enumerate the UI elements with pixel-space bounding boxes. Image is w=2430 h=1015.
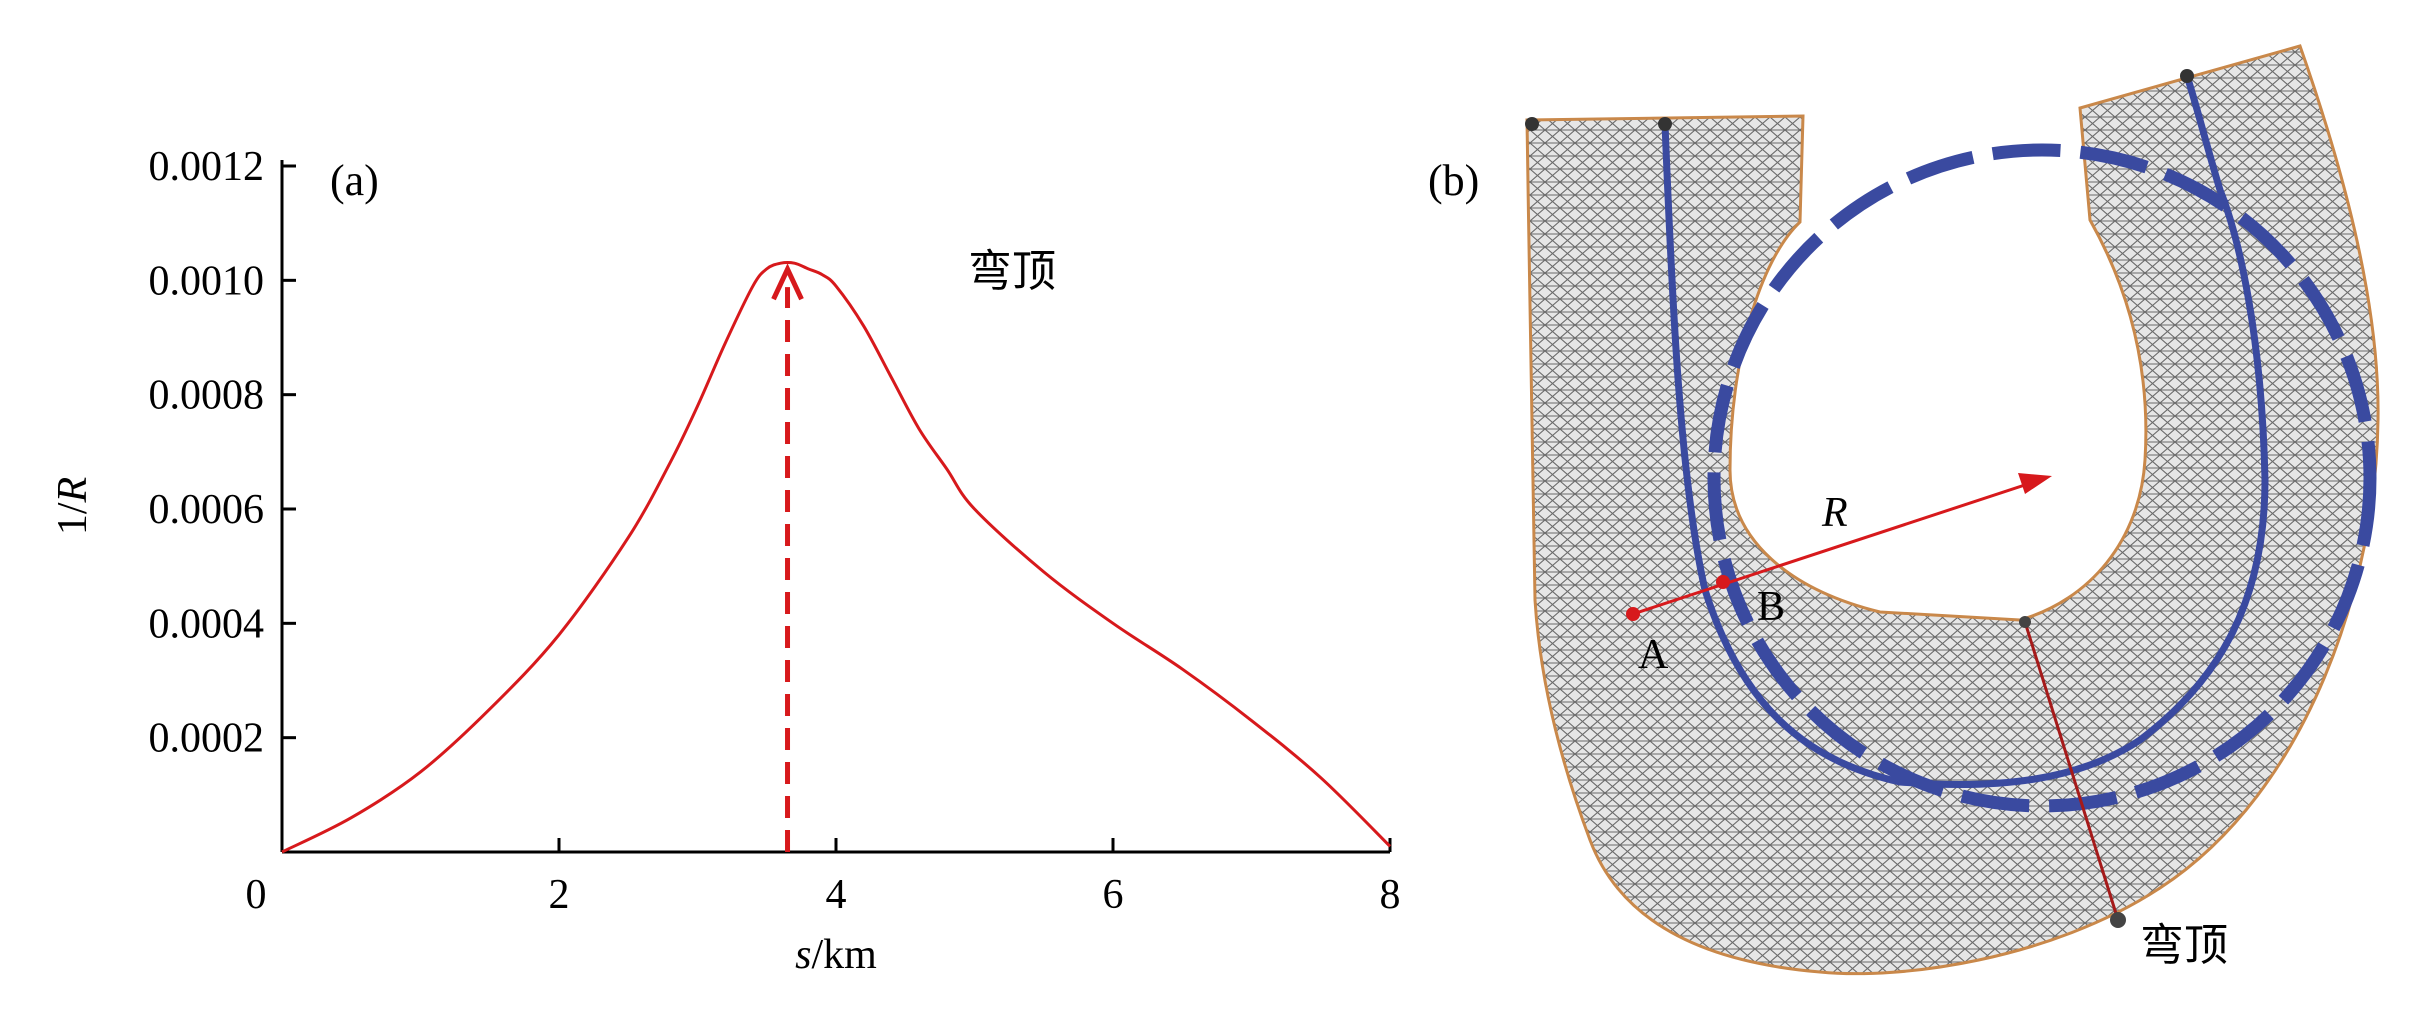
x-tick-label: 2 [549, 872, 570, 918]
channel-centerline [1661, 74, 2269, 789]
fitted-circle [1707, 143, 2377, 813]
point-a-label: A [1638, 632, 1669, 678]
point-b-label: B [1757, 584, 1785, 630]
y-ticks: 0.0002 0.0004 0.0006 0.0008 0.0010 0.0012 [149, 144, 296, 762]
panel-b-label: (b) [1428, 156, 1479, 205]
x-tick-label: 0 [246, 872, 267, 918]
point-a-marker [1626, 607, 1640, 621]
y-axis-title: 1/R [50, 477, 96, 535]
x-tick-label: 8 [1380, 872, 1401, 918]
x-axis-title: s/km [795, 932, 877, 978]
mesh-node [1658, 117, 1672, 131]
radius-arrow [1632, 478, 2041, 616]
x-ticks: 0 2 4 6 8 [246, 838, 1401, 918]
radius-arrow-head [2018, 473, 2052, 494]
apex-section-start [2019, 616, 2031, 628]
apex-section-end [2110, 912, 2126, 928]
y-tick-label: 0.0006 [149, 487, 265, 533]
point-b-marker [1716, 575, 1730, 589]
panel-a-label: (a) [330, 156, 379, 205]
x-tick-label: 4 [826, 872, 847, 918]
y-tick-label: 0.0010 [149, 258, 265, 304]
panel-b-diagram: (b) A B R 弯顶 [1428, 44, 2380, 976]
radius-label: R [1821, 490, 1848, 536]
mesh-node [2180, 69, 2194, 83]
curvature-line [281, 260, 1392, 854]
apex-annotation: 弯顶 [968, 246, 1056, 297]
y-tick-label: 0.0004 [149, 601, 265, 647]
mesh-node [1525, 117, 1539, 131]
x-tick-label: 6 [1103, 872, 1124, 918]
apex-label-b: 弯顶 [2140, 920, 2228, 971]
y-tick-label: 0.0012 [149, 144, 265, 190]
apex-section-line [2023, 621, 2120, 921]
panel-a-chart: (a) 0 2 4 6 8 0.0002 0.0004 0.0006 0.0008 0.0010… [50, 144, 1401, 978]
y-tick-label: 0.0008 [149, 373, 265, 419]
apex-arrow-head [771, 263, 804, 301]
y-tick-label: 0.0002 [149, 716, 265, 762]
